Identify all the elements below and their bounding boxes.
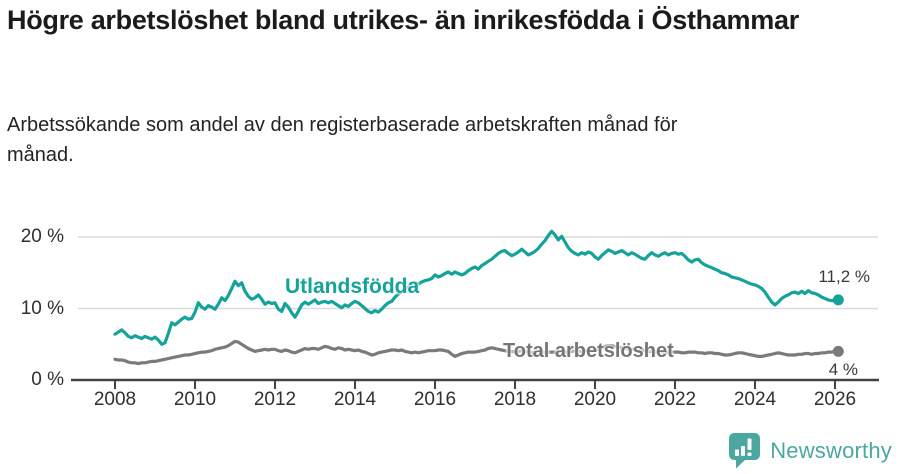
x-axis-tick-label: 2026 xyxy=(813,389,857,410)
page-subtitle: Arbetssökande som andel av den registerb… xyxy=(7,114,678,166)
brand-footer: Newsworthy xyxy=(728,433,892,469)
x-axis-tick-label: 2012 xyxy=(253,389,297,410)
y-axis-tick-label: 10 % xyxy=(20,297,64,319)
x-axis-tick-label: 2018 xyxy=(493,389,537,410)
newsworthy-logo-icon xyxy=(729,433,761,469)
end-value-label-total: 4 % xyxy=(828,360,858,379)
x-axis-tick-label: 2022 xyxy=(653,389,697,410)
end-value-label-utlandsfodda: 11,2 % xyxy=(818,267,870,286)
x-axis-tick-label: 2008 xyxy=(93,389,137,410)
brand-name: Newsworthy xyxy=(770,438,892,463)
series-label-utlandsfodda: Utlandsfödda xyxy=(285,275,420,298)
x-axis-tick-label: 2014 xyxy=(333,389,377,410)
x-axis-tick-label: 2016 xyxy=(413,389,457,410)
x-axis-tick-label: 2024 xyxy=(733,389,777,410)
series-end-dot-total-arbetslöshet xyxy=(832,345,844,357)
series-line-total-arbetslöshet xyxy=(113,339,840,366)
y-axis-tick-label: 20 % xyxy=(20,226,64,247)
page-title: Högre arbetslöshet bland utrikes- än inr… xyxy=(7,5,799,35)
series-end-dot-utlandsfödda xyxy=(832,294,844,306)
x-axis-tick-label: 2020 xyxy=(573,389,617,410)
series-line-utlandsfödda xyxy=(113,229,840,346)
x-axis-tick-label: 2010 xyxy=(173,389,217,410)
series-label-total-arbetsloshet: Total arbetslöshet xyxy=(503,340,674,362)
y-axis-tick-label: 0 % xyxy=(31,369,64,390)
